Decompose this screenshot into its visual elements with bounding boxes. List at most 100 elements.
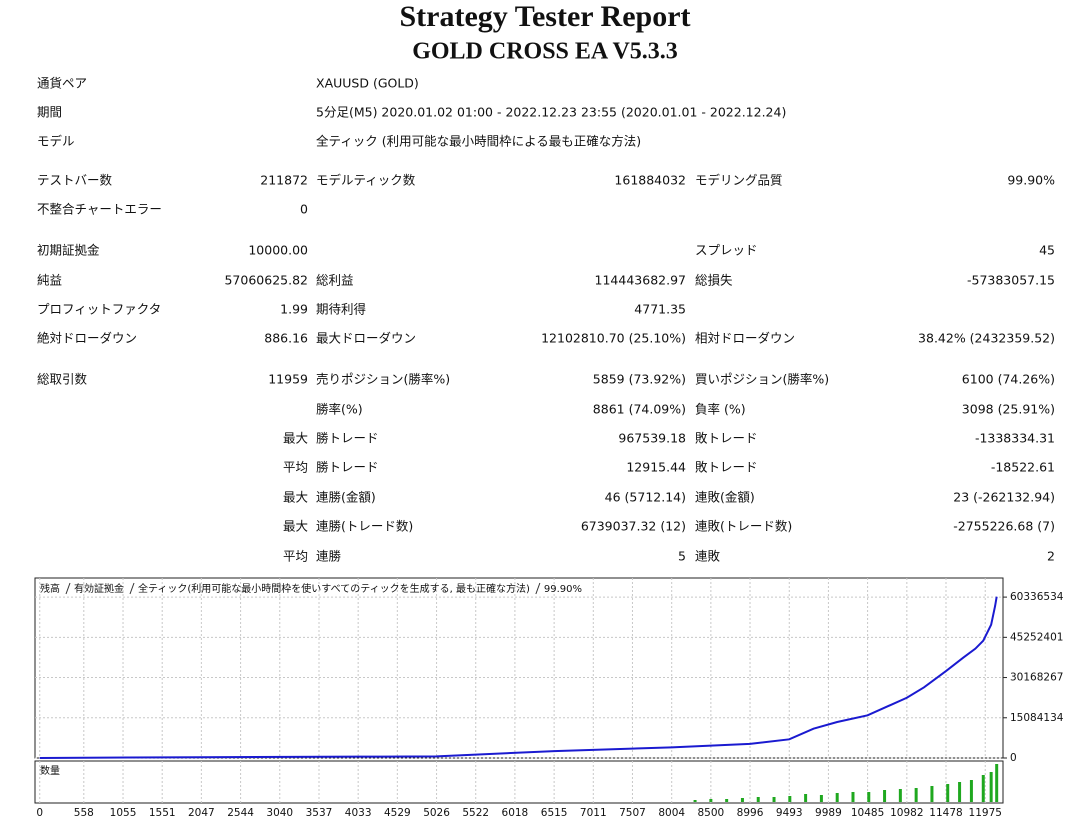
stat-value: 12102810.70 (25.10%) [541, 331, 686, 346]
x-tick-label: 4529 [384, 807, 411, 819]
stat-value: -1338334.31 [975, 431, 1055, 446]
stat-value: 2 [1047, 549, 1055, 564]
stat-label: モデルティック数 [316, 173, 416, 188]
stat-label: 勝トレード [316, 460, 379, 475]
stat-value: 平均 [283, 549, 308, 564]
stat-label: 売りポジション(勝率%) [316, 372, 450, 387]
stat-value: 最大 [283, 519, 308, 534]
balance-line [39, 596, 998, 759]
y-tick-label: 60336534 [1010, 591, 1064, 603]
stat-value: 23 (-262132.94) [953, 490, 1055, 505]
stat-label: モデリング品質 [695, 173, 783, 188]
legend-item: 残高 [40, 582, 60, 595]
stat-value: 10000.00 [248, 243, 308, 258]
info-value: XAUUSD (GOLD) [316, 76, 419, 91]
stat-label: 総利益 [316, 273, 354, 288]
y-tick-label: 30168267 [1010, 672, 1063, 684]
stat-label: 総損失 [695, 273, 733, 288]
x-tick-label: 6018 [502, 807, 529, 819]
info-value: 5分足(M5) 2020.01.02 01:00 - 2022.12.23 23… [316, 105, 786, 120]
stat-value: 886.16 [264, 331, 308, 346]
x-tick-label: 3537 [306, 807, 333, 819]
stat-label: 最大ドローダウン [316, 331, 416, 346]
stat-value: -2755226.68 (7) [953, 519, 1055, 534]
stat-label: 不整合チャートエラー [37, 202, 162, 217]
y-tick-label: 15084134 [1010, 712, 1064, 724]
stat-value: 4771.35 [634, 302, 686, 317]
stat-label: 絶対ドローダウン [37, 331, 137, 346]
legend-separator [535, 582, 541, 595]
stat-value: 1.99 [280, 302, 308, 317]
stat-value: 平均 [283, 460, 308, 475]
legend-separator [65, 582, 71, 595]
stat-label: 敗トレード [695, 431, 758, 446]
stat-label: 連敗(金額) [695, 490, 755, 505]
stat-value: 114443682.97 [595, 273, 686, 288]
info-value: 全ティック (利用可能な最小時間枠による最も正確な方法) [316, 134, 641, 149]
report-subtitle: GOLD CROSS EA V5.3.3 [412, 39, 678, 65]
x-tick-label: 11478 [929, 807, 962, 819]
x-tick-label: 8996 [737, 807, 764, 819]
stat-value: 967539.18 [618, 431, 686, 446]
stat-value: 6739037.32 (12) [581, 519, 686, 534]
stat-label: 期待利得 [316, 302, 366, 317]
info-label: 期間 [37, 105, 62, 120]
y-tick-label: 0 [1010, 752, 1017, 764]
stat-label: 総取引数 [37, 372, 88, 387]
stat-label: 連敗(トレード数) [695, 519, 792, 534]
stat-value: 5 [678, 549, 686, 564]
x-tick-label: 7507 [619, 807, 646, 819]
stat-label: 連敗 [695, 549, 721, 564]
info-label: 通貨ペア [37, 76, 87, 91]
y-tick-label: 45252401 [1010, 631, 1063, 643]
x-tick-label: 11975 [969, 807, 1002, 819]
stat-value: 最大 [283, 431, 308, 446]
x-tick-label: 7011 [580, 807, 607, 819]
legend-item: 全ティック(利用可能な最小時間枠を使いすべてのティックを生成する, 最も正確な方… [138, 582, 530, 595]
stat-label: 敗トレード [695, 460, 758, 475]
stat-label: 連勝(トレード数) [316, 519, 413, 534]
stat-value: 57060625.82 [224, 273, 308, 288]
x-tick-label: 4033 [345, 807, 372, 819]
stat-value: 3098 (25.91%) [962, 402, 1055, 417]
volume-label: 数量 [40, 764, 60, 777]
x-tick-label: 1055 [110, 807, 137, 819]
stat-label: 純益 [37, 273, 62, 288]
stat-label: プロフィットファクタ [37, 302, 161, 317]
x-tick-label: 5026 [423, 807, 450, 819]
stat-label: 勝率(%) [316, 402, 363, 417]
x-tick-label: 1551 [149, 807, 176, 819]
stat-value: 211872 [260, 173, 308, 188]
chart-frame [34, 577, 1004, 759]
x-tick-label: 558 [74, 807, 94, 819]
x-tick-label: 6515 [541, 807, 568, 819]
stat-value: 12915.44 [626, 460, 686, 475]
x-tick-label: 10485 [851, 807, 884, 819]
stat-label: 初期証拠金 [37, 243, 100, 258]
legend-separator [129, 582, 135, 595]
x-tick-label: 5522 [462, 807, 489, 819]
x-tick-label: 10982 [890, 807, 923, 819]
stat-value: 45 [1039, 243, 1055, 258]
stat-value: 38.42% (2432359.52) [918, 331, 1055, 346]
stat-value: -18522.61 [991, 460, 1055, 475]
x-tick-label: 8500 [697, 807, 724, 819]
volume-frame [34, 760, 1004, 804]
stat-label: 相対ドローダウン [695, 331, 795, 346]
stat-value: 5859 (73.92%) [593, 372, 686, 387]
x-tick-label: 0 [36, 807, 43, 819]
stat-label: 勝トレード [316, 431, 379, 446]
x-tick-label: 8004 [658, 807, 685, 819]
x-tick-label: 2047 [188, 807, 215, 819]
stat-label: 連勝(金額) [316, 490, 376, 505]
stat-label: テストバー数 [37, 173, 113, 188]
stat-label: 連勝 [316, 549, 342, 564]
stat-label: 買いポジション(勝率%) [695, 372, 829, 387]
x-tick-label: 9989 [815, 807, 842, 819]
info-label: モデル [37, 134, 75, 149]
x-tick-label: 3040 [266, 807, 293, 819]
report-title: Strategy Tester Report [399, 0, 690, 33]
stat-value: -57383057.15 [967, 273, 1055, 288]
stat-label: スプレッド [695, 243, 758, 258]
